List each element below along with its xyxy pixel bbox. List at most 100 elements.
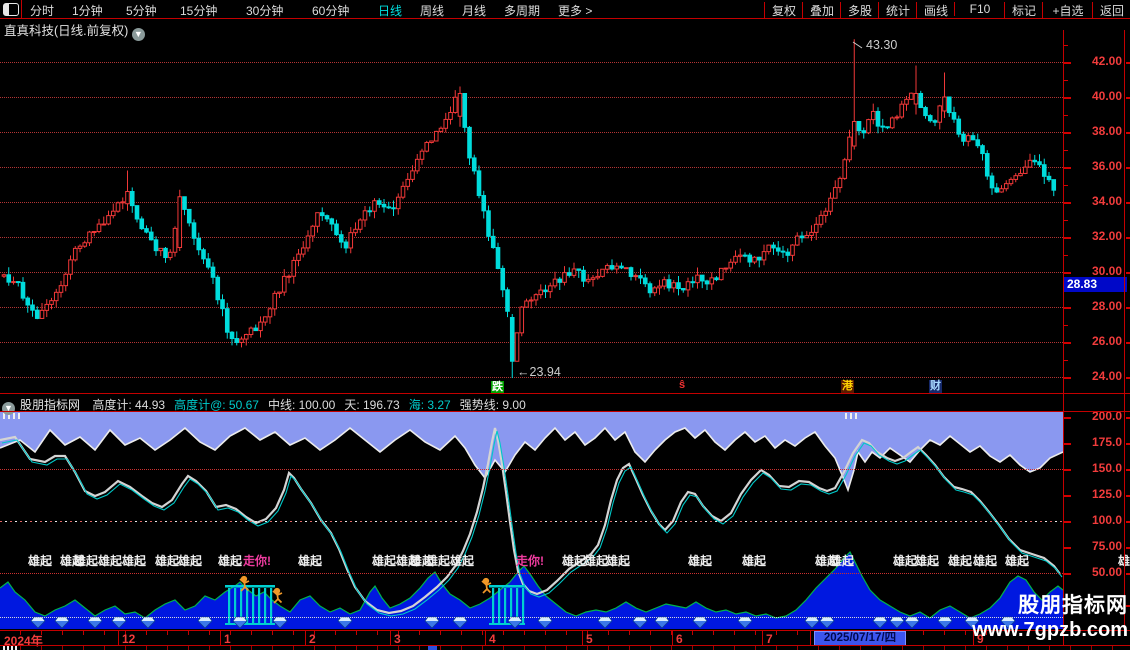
chevron-down-icon[interactable]: ▼ — [2, 402, 15, 415]
candle — [628, 266, 634, 281]
indicator-value: 高度计: 44.93 — [92, 398, 166, 412]
period-toolbar: 分时 1分钟 5分钟 15分钟 30分钟 60分钟 日线 周线 月线 多周期 更多 > 返回 +自选标… — [0, 0, 1130, 19]
period-tab-60分钟[interactable]: 60分钟 — [312, 4, 350, 18]
diamond-gem-icon — [819, 616, 835, 629]
diamond-gem-icon — [904, 616, 920, 629]
candle — [837, 176, 843, 193]
diamond-gem-icon — [804, 616, 820, 629]
indicator-guideline-redwhite — [0, 521, 1063, 522]
signal-label-rise: 雄起 — [742, 554, 767, 568]
action-button-叠加[interactable]: 叠加 — [802, 2, 841, 19]
scroll-strip-tick — [1126, 377, 1130, 379]
candle — [742, 252, 748, 258]
period-tab-更多 >[interactable]: 更多 > — [558, 4, 593, 18]
indicator-axis-label: 175.0 — [1091, 435, 1122, 449]
candle — [576, 268, 582, 278]
candle — [989, 172, 995, 195]
period-tab-周线[interactable]: 周线 — [420, 4, 445, 18]
indicator-value: 强势线: 9.00 — [459, 398, 526, 412]
timeline-label: 3 — [394, 632, 401, 646]
candle — [794, 232, 800, 246]
candle — [115, 201, 121, 213]
axis-minor-tick — [1064, 360, 1068, 361]
chevron-down-icon[interactable]: ▼ — [131, 28, 145, 41]
candle — [1051, 179, 1057, 197]
current-date-box[interactable]: 2025/07/17/四 — [814, 631, 906, 646]
candle — [305, 230, 311, 252]
axis-minor-tick — [1064, 45, 1068, 46]
indicator-brand: 股朋指标网 — [20, 398, 81, 412]
candle — [975, 133, 981, 149]
candle — [319, 207, 325, 221]
diamond-gem-icon — [30, 616, 46, 629]
action-button-返回[interactable]: 返回 — [1092, 2, 1130, 19]
candle — [362, 205, 368, 227]
candle — [680, 288, 686, 293]
diamond-gem-icon — [232, 616, 248, 629]
panel-white-tick — [845, 413, 847, 419]
layout-panel-icon[interactable] — [3, 3, 19, 16]
candle — [666, 274, 672, 292]
diamond-gem-icon — [337, 616, 353, 629]
fence-bar — [522, 588, 525, 625]
action-button-+自选[interactable]: +自选 — [1042, 2, 1093, 19]
candle — [300, 241, 306, 258]
period-tab-日线[interactable]: 日线 — [378, 4, 403, 18]
period-tab-分时[interactable]: 分时 — [30, 4, 55, 18]
high-pointer-line — [852, 41, 863, 49]
candle — [34, 306, 40, 320]
period-tab-30分钟[interactable]: 30分钟 — [246, 4, 284, 18]
candle — [167, 249, 173, 261]
axis-tick — [1064, 132, 1071, 134]
indicator-guideline-white — [0, 617, 1063, 618]
timeline-separator — [973, 631, 974, 645]
candle — [234, 331, 240, 346]
candle — [927, 114, 933, 123]
action-button-统计[interactable]: 统计 — [878, 2, 917, 19]
panel-white-tick — [855, 413, 857, 419]
climber-figure-icon — [272, 587, 283, 604]
period-tab-5分钟[interactable]: 5分钟 — [126, 4, 157, 18]
high-annotation: 43.30 — [866, 38, 898, 52]
candle — [652, 286, 658, 297]
candle — [101, 216, 107, 226]
candle — [177, 189, 183, 251]
price-axis-label: 34.00 — [1091, 194, 1122, 208]
event-badge: 港 — [841, 380, 854, 393]
period-tab-15分钟[interactable]: 15分钟 — [180, 4, 218, 18]
period-tab-月线[interactable]: 月线 — [462, 4, 487, 18]
period-tab-多周期[interactable]: 多周期 — [504, 4, 541, 18]
indicator-header[interactable]: ▼ 股朋指标网 高度计: 44.93 高度计@: 50.67 中线: 100.00 天:… — [2, 396, 544, 415]
candle — [718, 267, 724, 281]
candle — [1008, 177, 1014, 186]
divider — [0, 18, 1130, 19]
candle — [913, 65, 919, 115]
candle — [552, 271, 558, 289]
axis-tick — [1064, 521, 1071, 523]
event-badge: 跌 — [491, 381, 504, 394]
candle — [381, 198, 387, 213]
fence-bar — [510, 588, 513, 625]
timeline-separator — [390, 631, 391, 645]
candle — [182, 196, 187, 216]
action-button-复权[interactable]: 复权 — [764, 2, 803, 19]
timeline-separator — [672, 631, 673, 645]
action-button-F10[interactable]: F10 — [954, 2, 1005, 16]
candle — [11, 276, 16, 285]
candle — [429, 140, 434, 144]
fence-bar — [492, 588, 495, 625]
period-tab-1分钟[interactable]: 1分钟 — [72, 4, 103, 18]
candle — [419, 148, 425, 165]
signal-label-rise: 雄起 — [915, 554, 940, 568]
diamond-gem-icon — [272, 616, 288, 629]
timeline-axis[interactable]: 2024年 12 1 2 3 4 5 6 7 9 2025/07/17/四 — [0, 631, 1130, 648]
candle — [400, 181, 406, 200]
price-axis-label: 24.00 — [1091, 369, 1122, 383]
candle — [657, 279, 662, 295]
action-button-画线[interactable]: 画线 — [916, 2, 955, 19]
axis-minor-tick — [1064, 325, 1068, 326]
diamond-gem-icon — [424, 616, 440, 629]
action-button-多股[interactable]: 多股 — [840, 2, 879, 19]
candle — [595, 269, 601, 280]
action-button-标记[interactable]: 标记 — [1004, 2, 1043, 19]
